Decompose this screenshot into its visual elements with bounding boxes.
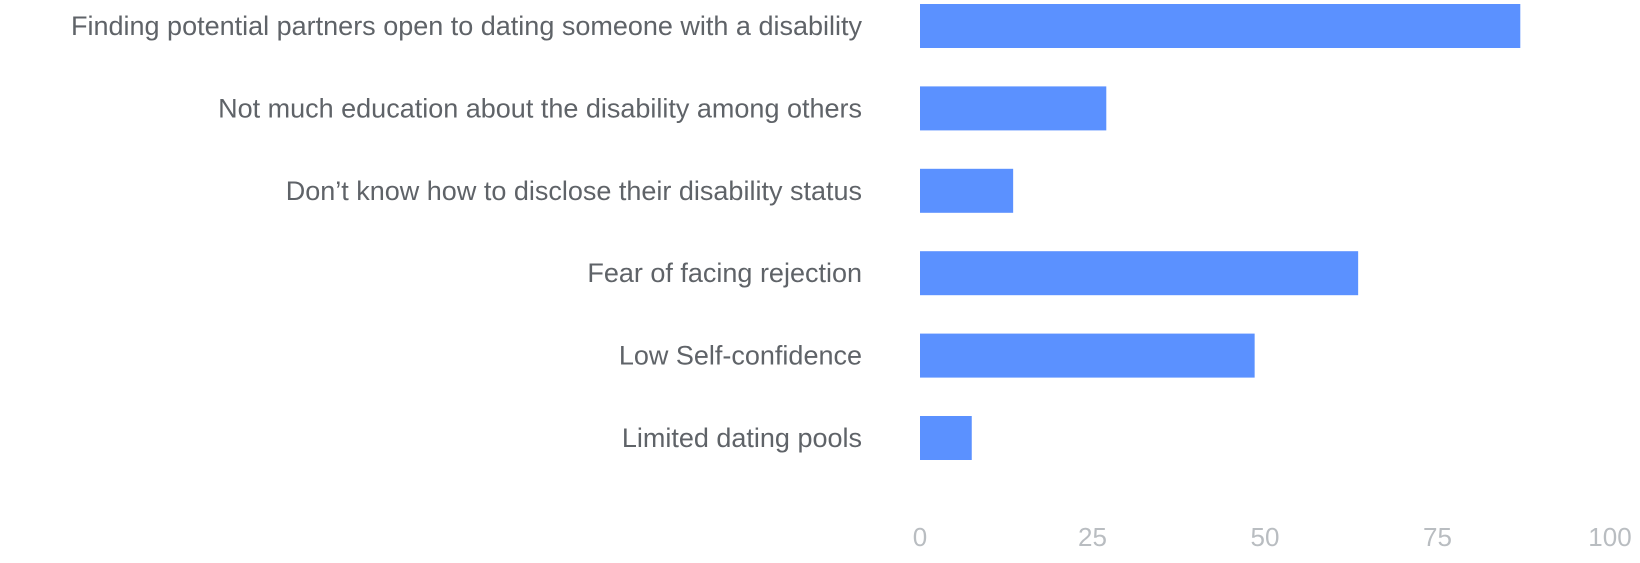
- category-label: Not much education about the disability …: [218, 93, 862, 123]
- x-tick-label: 75: [1423, 522, 1452, 552]
- bar: [920, 251, 1359, 296]
- category-label: Fear of facing rejection: [587, 258, 862, 288]
- bar: [920, 4, 1521, 48]
- category-label: Don’t know how to disclose their disabil…: [286, 176, 862, 206]
- bar: [920, 333, 1255, 378]
- x-tick-label: 100: [1588, 522, 1631, 552]
- category-label: Finding potential partners open to datin…: [71, 11, 862, 41]
- bar: [920, 86, 1107, 131]
- x-axis-ticks: 0 25 50 75 100: [913, 522, 1632, 552]
- category-labels: Finding potential partners open to datin…: [71, 11, 862, 453]
- category-label: Low Self-confidence: [619, 341, 862, 371]
- bar: [920, 168, 1014, 213]
- category-label: Limited dating pools: [622, 423, 862, 453]
- bar: [920, 416, 972, 460]
- x-tick-label: 50: [1251, 522, 1280, 552]
- x-tick-label: 0: [913, 522, 927, 552]
- x-tick-label: 25: [1078, 522, 1107, 552]
- bars-layer: [920, 4, 1521, 460]
